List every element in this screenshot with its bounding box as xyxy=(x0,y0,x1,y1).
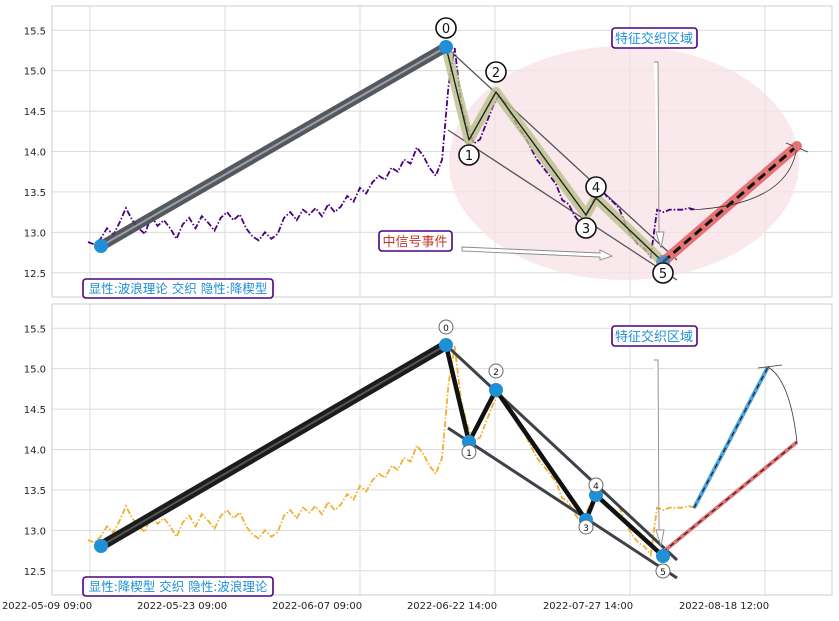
y-tick-label: 12.5 xyxy=(24,567,46,578)
bottom-zone-label: 特征交织区域 xyxy=(615,329,693,345)
y-tick-label: 14.0 xyxy=(24,148,46,159)
bottom-wave-label-1: 1 xyxy=(461,444,477,460)
top-zone-label-box xyxy=(611,27,698,49)
bottom-wave-label-0: 0 xyxy=(438,319,454,335)
svg-text:4: 4 xyxy=(593,482,599,492)
top-forecast-arc xyxy=(689,145,798,211)
top-plot-frame xyxy=(51,5,833,298)
y-tick-label: 13.0 xyxy=(24,526,46,537)
y-tick-label: 13.0 xyxy=(24,228,46,239)
bottom-wave-label-2: 2 xyxy=(488,363,504,379)
bottom-wedge-lower xyxy=(447,426,678,580)
bottom-trend-line-inner xyxy=(100,344,447,547)
svg-text:2: 2 xyxy=(493,368,499,378)
x-tick-label: 2022-05-23 09:00 xyxy=(137,601,227,612)
y-tick-label: 14.5 xyxy=(24,405,46,416)
bottom-caption-box xyxy=(82,576,274,597)
top-zone-arrow xyxy=(654,61,665,249)
top-trend-line-inner xyxy=(100,46,447,247)
bottom-forecast-arc xyxy=(767,366,798,443)
top-wedge-lower xyxy=(447,129,678,281)
bottom-forecast-blue-band xyxy=(692,366,770,509)
bottom-wave-label-3: 3 xyxy=(578,519,594,535)
bottom-wave-label-4: 4 xyxy=(588,477,604,493)
top-wave-marker-0 xyxy=(439,40,453,54)
bottom-wave-label-5: 5 xyxy=(655,563,671,579)
x-tick-label: 2022-08-18 12:00 xyxy=(679,601,769,612)
top-event-label: 中信号事件 xyxy=(382,235,447,250)
bottom-zone-label-box xyxy=(611,325,698,347)
top-wave-label-3: 3 xyxy=(575,217,597,239)
bottom-caption: 显性:降楔型 交织 隐性:波浪理论 xyxy=(89,579,268,594)
bottom-zone-arrow xyxy=(654,359,665,547)
y-tick-label: 15.0 xyxy=(24,67,46,78)
y-tick-label: 15.0 xyxy=(24,365,46,376)
top-event-arrow xyxy=(461,246,614,261)
top-forecast-line xyxy=(662,144,798,264)
x-tick-label: 2022-05-09 09:00 xyxy=(2,601,92,612)
top-zone-label: 特征交织区域 xyxy=(615,31,693,47)
x-tick-label: 2022-06-22 14:00 xyxy=(407,601,497,612)
top-caption-box xyxy=(82,278,274,299)
y-tick-label: 12.5 xyxy=(24,269,46,280)
y-tick-label: 13.5 xyxy=(24,188,46,199)
x-axis: 2022-05-09 09:00 2022-05-23 09:00 2022-06-… xyxy=(2,601,769,612)
bottom-forecast-tick xyxy=(757,364,783,369)
x-tick-label: 2022-07-27 14:00 xyxy=(543,601,633,612)
bottom-forecast-red xyxy=(662,441,798,553)
bottom-y-axis: 12.5 13.0 13.5 14.0 14.5 15.0 15.5 xyxy=(24,324,46,578)
top-caption: 显性:波浪理论 交织 隐性:降楔型 xyxy=(89,281,268,296)
top-wave-label-2: 2 xyxy=(485,61,507,83)
top-wave-label-1: 1 xyxy=(458,144,480,166)
svg-text:3: 3 xyxy=(582,222,590,237)
y-tick-label: 15.5 xyxy=(24,26,46,37)
bottom-panel: 0 1 2 3 4 5 特征交织区域 显性:降楔型 交织 隐性:波浪理论 12. xyxy=(24,303,833,597)
x-tick-label: 2022-06-07 09:00 xyxy=(272,601,362,612)
top-wave-label-0: 0 xyxy=(435,17,457,39)
top-y-axis: 12.5 13.0 13.5 14.0 14.5 15.0 15.5 xyxy=(24,26,46,280)
top-wedge-upper xyxy=(445,46,678,261)
top-trend-start-marker xyxy=(94,239,108,253)
y-tick-label: 14.0 xyxy=(24,446,46,457)
svg-text:5: 5 xyxy=(660,568,666,578)
top-forecast-end xyxy=(793,142,801,150)
svg-text:5: 5 xyxy=(659,267,667,282)
top-panel: 0 1 2 3 4 5 特征交织区域 中信号事件 xyxy=(24,5,833,299)
top-wave-label-4: 4 xyxy=(585,176,607,198)
y-tick-label: 13.5 xyxy=(24,486,46,497)
y-tick-label: 15.5 xyxy=(24,324,46,335)
bottom-wave-marker-2 xyxy=(489,383,503,397)
svg-text:4: 4 xyxy=(592,181,600,196)
top-wave-label-5: 5 xyxy=(652,262,674,284)
svg-text:3: 3 xyxy=(583,524,589,534)
bottom-wedge-upper xyxy=(444,343,679,562)
svg-text:1: 1 xyxy=(466,449,472,459)
svg-text:0: 0 xyxy=(442,22,450,37)
svg-text:2: 2 xyxy=(492,66,500,81)
top-event-label-box xyxy=(378,230,453,252)
svg-text:1: 1 xyxy=(465,149,473,164)
bottom-trend-start-marker xyxy=(94,539,108,553)
top-wave-path xyxy=(445,46,664,263)
y-tick-label: 14.5 xyxy=(24,107,46,118)
bottom-wave-path xyxy=(443,344,665,558)
bottom-wave-marker-5 xyxy=(656,549,670,563)
svg-text:0: 0 xyxy=(443,324,449,334)
bottom-wave-marker-0 xyxy=(439,338,453,352)
bottom-plot-frame xyxy=(51,303,833,596)
